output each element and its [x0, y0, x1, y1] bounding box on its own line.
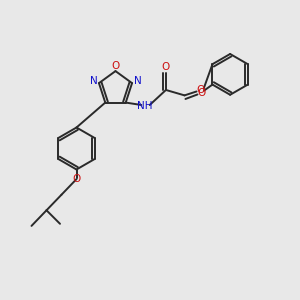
- Text: O: O: [197, 88, 205, 98]
- Text: O: O: [162, 62, 170, 72]
- Text: O: O: [196, 85, 204, 95]
- Text: N: N: [134, 76, 141, 86]
- Text: O: O: [111, 61, 120, 71]
- Text: O: O: [72, 174, 81, 184]
- Text: NH: NH: [136, 100, 152, 111]
- Text: N: N: [90, 76, 98, 86]
